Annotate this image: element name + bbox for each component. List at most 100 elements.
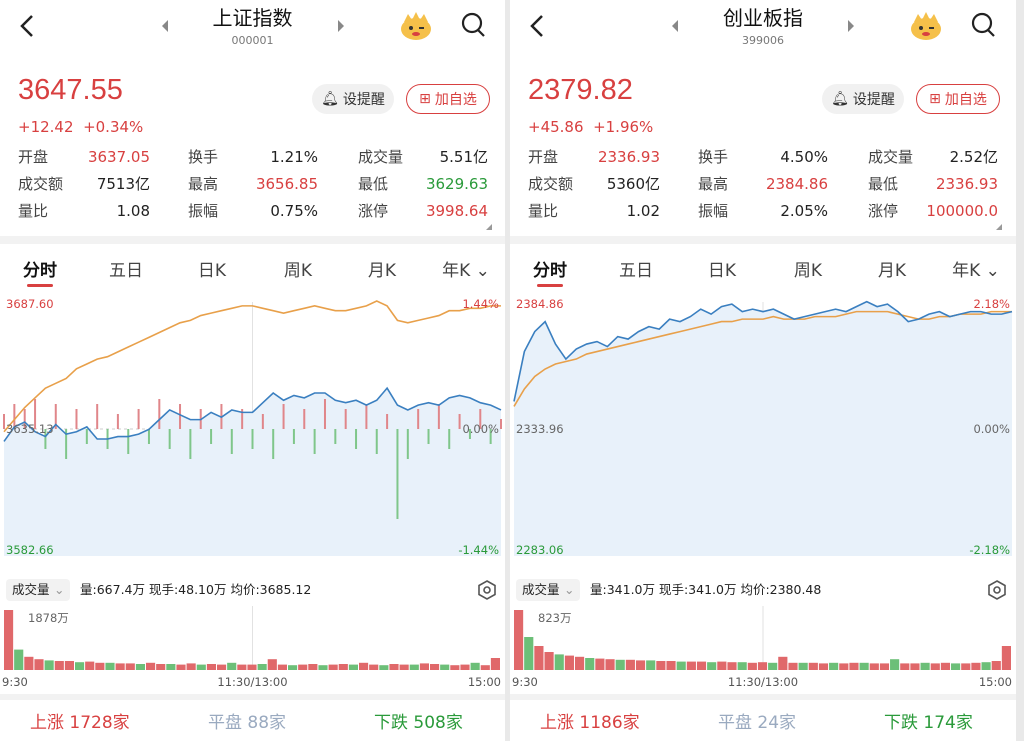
y-axis-mid-label: 3635.13 [6,422,54,436]
tab-monthly[interactable]: 月K [877,261,907,281]
divider [0,236,505,244]
indicator-select[interactable]: 成交量 ⌄ [6,579,70,601]
search-icon[interactable] [968,10,998,40]
volume-bar [798,662,808,670]
flow-bar [468,429,471,439]
search-icon[interactable] [458,10,488,40]
flow-bar [406,429,409,459]
set-reminder-button[interactable]: 🔔︎ 设提醒 [312,84,394,114]
stat-label: 最低 [868,175,899,193]
stat-item: 换手 4.50% [698,144,828,170]
tab-daily[interactable]: 日K [707,261,737,281]
volume-bar [544,652,554,670]
volume-bar [717,661,727,670]
back-arrow-icon[interactable] [14,12,42,40]
expand-corner-icon[interactable] [486,224,492,230]
add-to-watchlist-button[interactable]: ⊞ 加自选 [406,84,490,114]
volume-bar [125,663,135,670]
flow-bar [85,429,88,444]
prev-index-icon[interactable] [158,16,172,36]
volume-bar [44,660,54,670]
stat-value: 2336.93 [597,148,660,166]
volume-info: 量:341.0万 现手:341.0万 均价:2380.48 [590,582,822,597]
divider [510,236,1016,244]
volume-chart[interactable]: 823万 9:30 11:30/13:00 15:00 [510,606,1016,692]
y-axis-top-label: 3687.60 [6,297,54,311]
flow-bar [179,404,182,429]
tab-weekly[interactable]: 周K [283,261,313,281]
volume-bar [105,662,115,670]
x-axis-label: 11:30/13:00 [217,675,287,689]
volume-bar [338,664,348,670]
divider [0,694,505,700]
stat-item: 开盘 2336.93 [528,144,660,170]
volume-bar [480,665,490,670]
next-index-icon[interactable] [334,16,348,36]
volume-bar [595,658,605,670]
volume-bar [166,664,176,670]
flow-bar [158,399,161,429]
stat-value: 3637.05 [87,148,150,166]
volume-bar [430,664,440,670]
next-index-icon[interactable] [844,16,858,36]
volume-toolbar: 成交量 ⌄ 量:667.4万 现手:48.10万 均价:3685.12 [0,576,505,604]
page-title: 上证指数 [212,6,293,30]
stat-item: 振幅 2.05% [698,198,828,224]
market-breadth: 上涨 1186家 平盘 24家 下跌 174家 [510,700,1016,740]
flow-bar [241,409,244,429]
indicator-select[interactable]: 成交量 ⌄ [516,579,580,601]
tab-5day[interactable]: 五日 [619,261,653,281]
volume-chart[interactable]: 1878万 9:30 11:30/13:00 15:00 [0,606,505,692]
volume-bar [460,664,470,670]
settings-icon[interactable] [986,579,1008,601]
market-breadth: 上涨 1728家 平盘 88家 下跌 508家 [0,700,505,740]
stat-value: 3656.85 [255,175,318,193]
settings-icon[interactable] [476,579,498,601]
stat-label: 涨停 [868,202,899,220]
pct-top-label: 2.18% [973,297,1010,311]
volume-bar [369,664,379,670]
volume-bar [146,662,156,670]
intraday-chart[interactable]: 3687.60 3635.13 3582.66 1.44% 0.00% -1.44% [0,290,505,570]
flow-bar [116,414,119,429]
volume-bar [676,661,686,670]
intraday-chart[interactable]: 2384.86 2333.96 2283.06 2.18% 0.00% -2.18% [510,290,1016,570]
volume-bar [971,662,981,670]
tab-5day[interactable]: 五日 [109,261,143,281]
mascot-icon[interactable] [908,8,944,44]
mascot-icon[interactable] [398,8,434,44]
flow-bar [282,404,285,429]
stat-label: 涨停 [358,202,389,220]
page-title: 创业板指 [723,6,803,30]
volume-bar [359,662,369,670]
back-arrow-icon[interactable] [524,12,552,40]
tab-intraday[interactable]: 分时 [533,261,567,281]
set-reminder-button[interactable]: 🔔︎ 设提醒 [822,84,904,114]
volume-bar [196,664,206,670]
tab-yearly[interactable]: 年K ⌄ [442,261,490,281]
tab-daily[interactable]: 日K [197,261,227,281]
prev-index-icon[interactable] [668,16,682,36]
flow-bar [448,429,451,449]
volume-bar [54,661,64,670]
flow-bar [344,409,347,429]
volume-bar [747,662,757,670]
tab-intraday[interactable]: 分时 [23,261,57,281]
volume-bar [625,659,635,670]
decliners: 下跌 508家 [374,713,463,733]
stat-value: 0.75% [270,202,318,220]
volume-bar [707,662,717,670]
advancers: 上涨 1728家 [30,713,130,733]
price-area [4,388,501,556]
y-axis-top-label: 2384.86 [516,297,564,311]
tab-weekly[interactable]: 周K [793,261,823,281]
volume-bar [399,664,409,670]
tab-monthly[interactable]: 月K [367,261,397,281]
volume-bar [930,663,940,670]
volume-bar [574,656,585,670]
add-to-watchlist-button[interactable]: ⊞ 加自选 [916,84,1000,114]
expand-corner-icon[interactable] [996,224,1002,230]
volume-bar [85,661,95,670]
flow-bar [272,429,275,459]
tab-yearly[interactable]: 年K ⌄ [952,261,1000,281]
